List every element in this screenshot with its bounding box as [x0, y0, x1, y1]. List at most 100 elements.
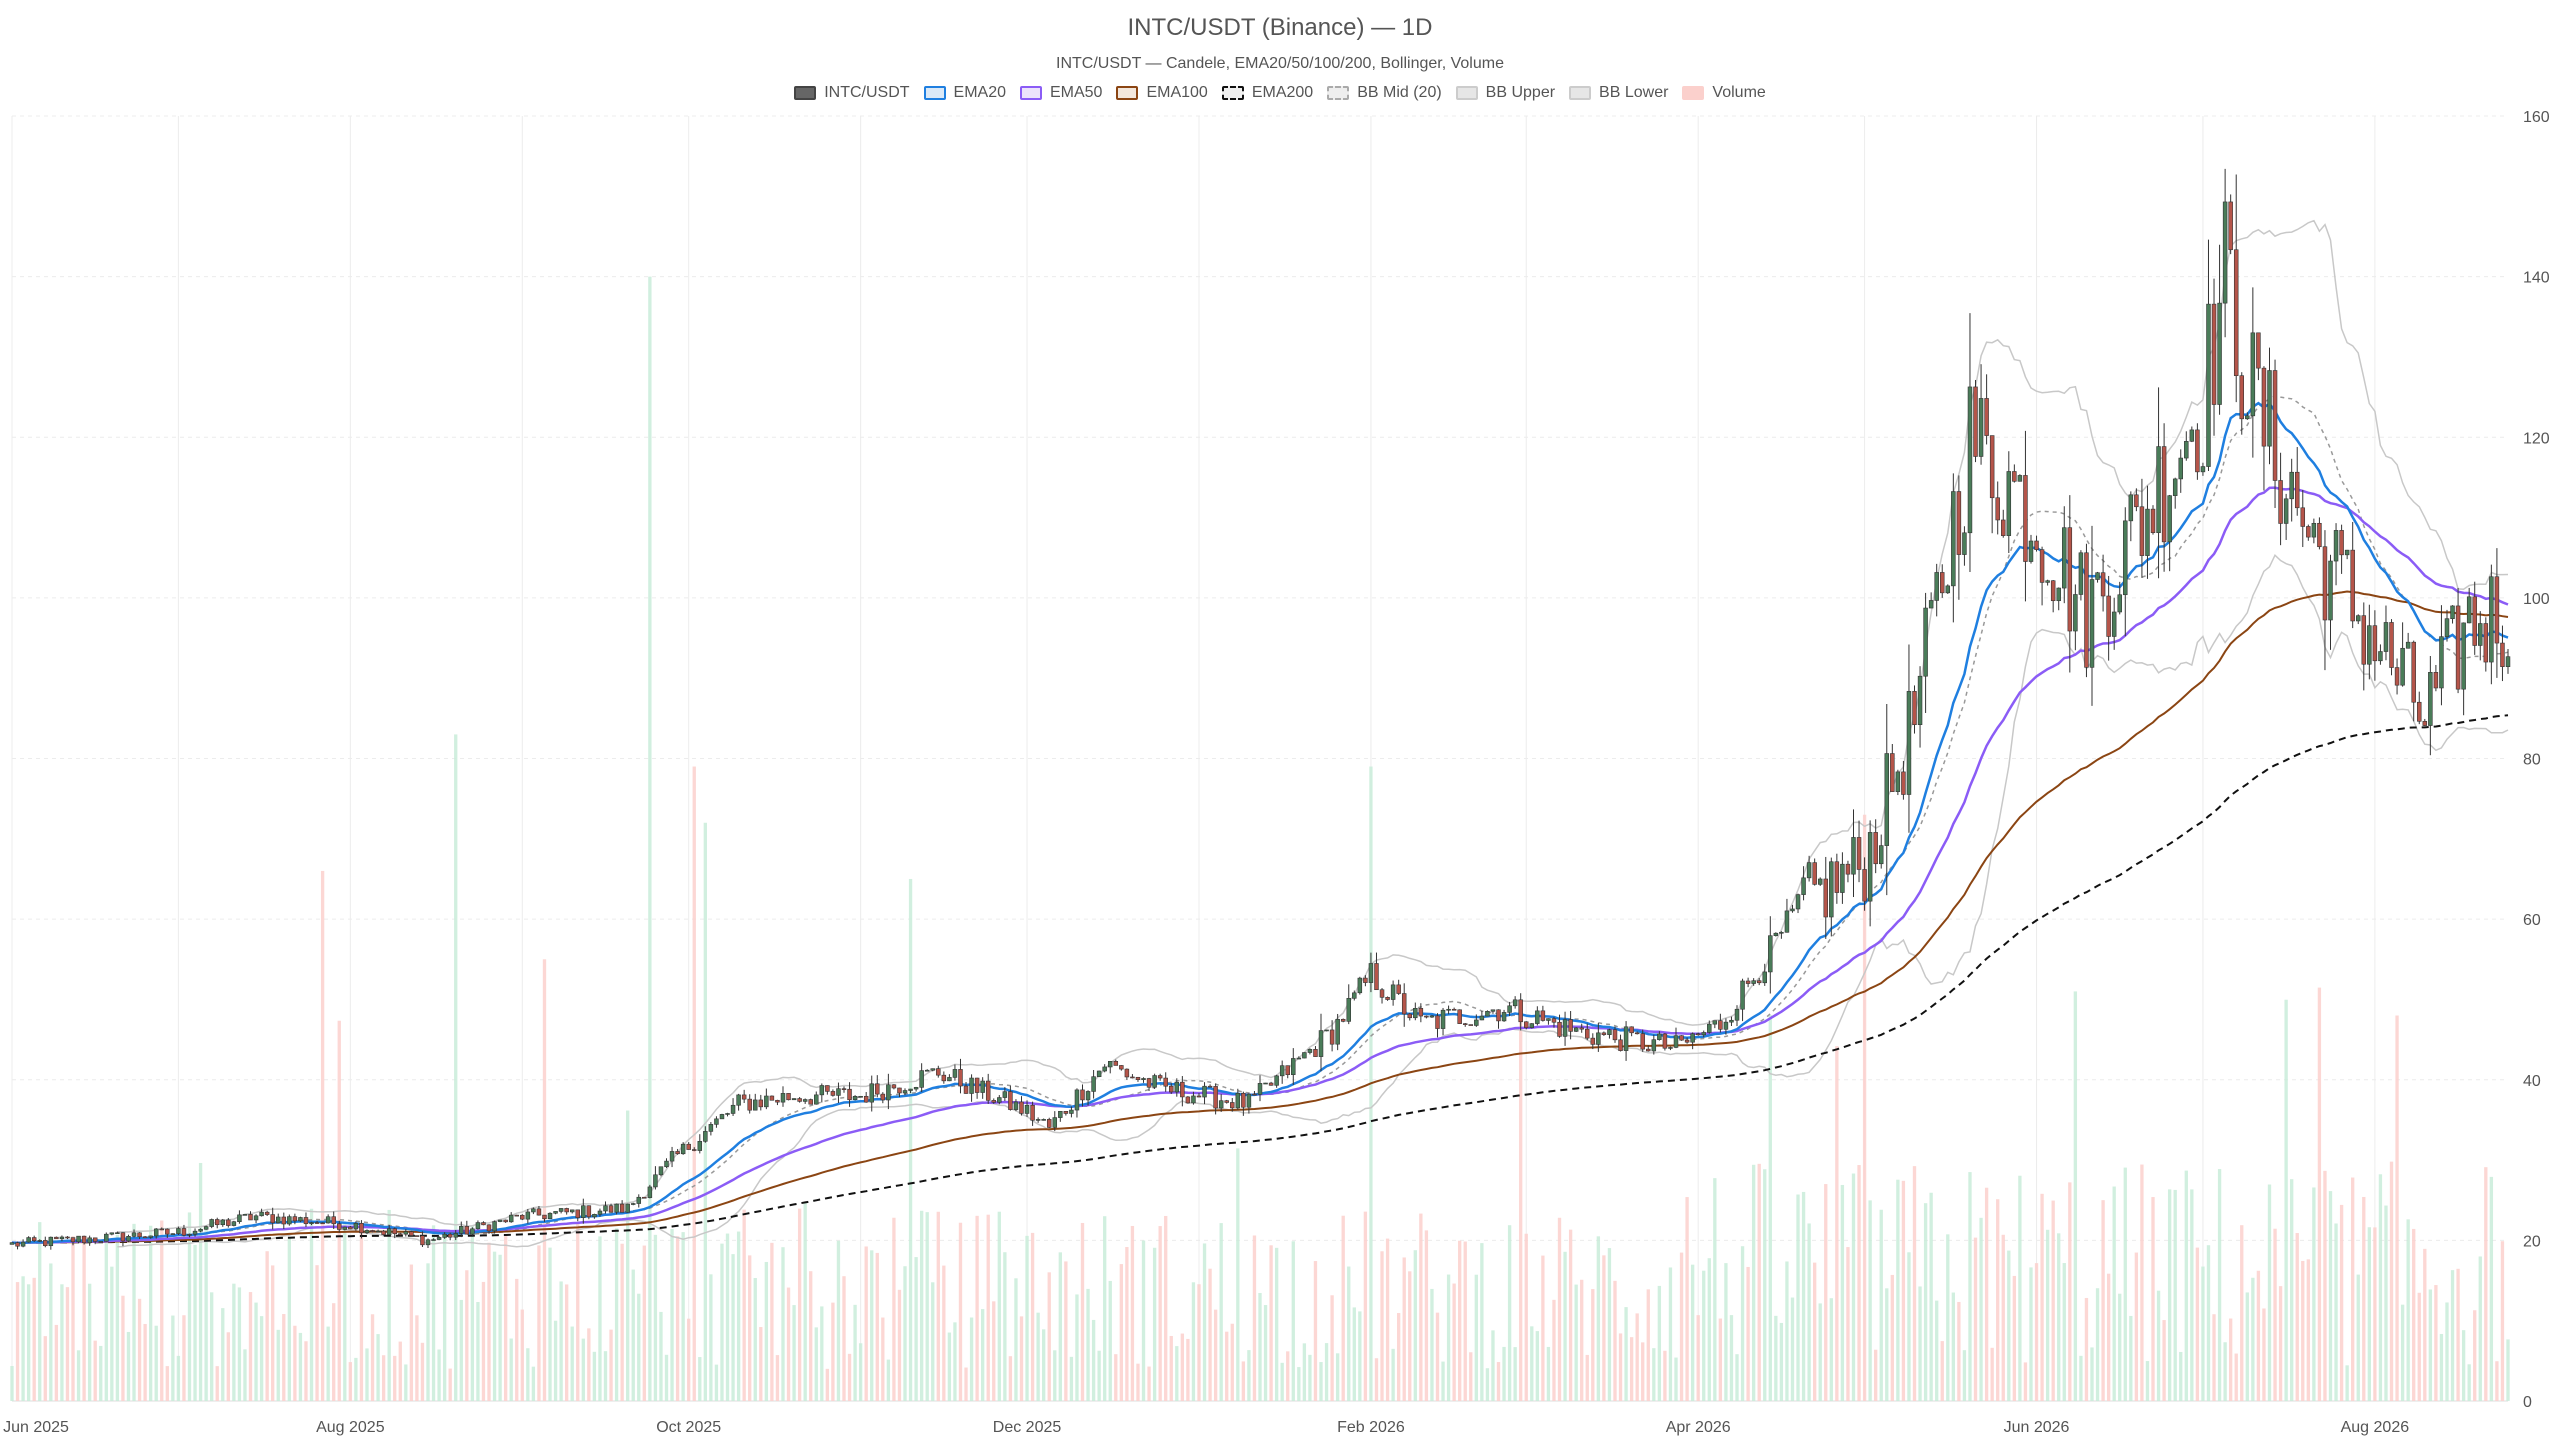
candle-body — [370, 1230, 375, 1232]
volume-bar — [1857, 1165, 1861, 1401]
candle-body — [198, 1228, 203, 1232]
volume-bar — [2212, 1314, 2216, 1401]
volume-bar — [515, 1278, 519, 1401]
volume-bar — [1541, 1255, 1545, 1401]
volume-bar — [1618, 1333, 1623, 1401]
candle-body — [985, 1080, 991, 1101]
x-tick-label: Oct 2025 — [656, 1419, 721, 1436]
volume-bar — [992, 1301, 996, 1401]
volume-bar — [2406, 1219, 2410, 1401]
candle-body — [2045, 580, 2050, 583]
volume-bar — [936, 1211, 940, 1401]
chart-title: INTC/USDT (Binance) — 1D — [1127, 14, 1433, 41]
legend-swatch — [1116, 86, 1139, 100]
volume-bar — [2373, 1227, 2377, 1401]
volume-bar — [1397, 1313, 1401, 1401]
candle-body — [1124, 1068, 1130, 1078]
candle-body — [586, 1205, 592, 1218]
volume-bar — [1829, 1298, 1833, 1401]
volume-bar — [720, 1243, 724, 1401]
candle-body — [2272, 370, 2278, 481]
candle-body — [669, 1151, 675, 1162]
candle-body — [292, 1216, 298, 1222]
volume-bar — [2306, 1259, 2310, 1401]
volume-bar — [171, 1315, 175, 1401]
volume-bar — [670, 1228, 674, 1401]
candle-body — [1107, 1061, 1113, 1068]
volume-bar — [2173, 1189, 2177, 1401]
volume-bar — [370, 1314, 375, 1401]
legend-item[interactable]: EMA20 — [923, 84, 1006, 102]
candle-body — [1152, 1075, 1157, 1088]
volume-bar — [343, 1223, 347, 1401]
volume-bar — [204, 1228, 208, 1401]
legend-item[interactable]: BB Upper — [1455, 84, 1555, 102]
candle-body — [558, 1208, 564, 1212]
candle-body — [1424, 1015, 1429, 1018]
candle-body — [1374, 963, 1379, 991]
candle-body — [142, 1236, 148, 1239]
volume-bar — [298, 1332, 303, 1401]
candle-body — [1779, 931, 1784, 934]
volume-bar — [892, 1217, 896, 1401]
volume-bar — [2223, 1342, 2227, 1401]
legend-item[interactable]: BB Lower — [1569, 84, 1668, 102]
volume-bar — [387, 1209, 391, 1401]
volume-bar — [1175, 1346, 1179, 1401]
candle-body — [242, 1214, 248, 1216]
volume-bar — [149, 1225, 153, 1401]
candle-body — [1956, 491, 1962, 555]
candle-body — [1418, 1008, 1424, 1017]
volume-bar — [2395, 1015, 2399, 1401]
legend-item[interactable]: INTC/USDT — [794, 84, 910, 102]
volume-bar — [714, 1364, 719, 1401]
volume-bar — [2495, 1361, 2499, 1401]
candle-body — [48, 1236, 54, 1247]
volume-bar — [1574, 1284, 1578, 1401]
candle-body — [647, 1186, 653, 1198]
candle-body — [2389, 622, 2394, 668]
volume-bar — [537, 1245, 541, 1401]
candle-body — [2123, 520, 2128, 596]
volume-bar — [2412, 1228, 2416, 1401]
candle-body — [2394, 667, 2400, 686]
candle-body — [2466, 596, 2472, 624]
candle-body — [1751, 980, 1756, 984]
volume-bar — [1302, 1343, 1307, 1401]
candle-body — [1363, 977, 1368, 983]
legend-item[interactable]: BB Mid (20) — [1327, 84, 1442, 102]
volume-bar — [2079, 1355, 2083, 1401]
volume-bar — [2428, 1289, 2433, 1401]
legend-item[interactable]: Volume — [1682, 84, 1766, 102]
candle-body — [436, 1237, 442, 1240]
volume-bar — [1840, 1184, 1845, 1401]
candle-body — [2073, 594, 2078, 632]
volume-bar — [2445, 1302, 2449, 1401]
candle-body — [1762, 971, 1767, 984]
candle-body — [2483, 623, 2489, 663]
candle-body — [836, 1088, 841, 1096]
candle-body — [2167, 495, 2172, 543]
candle-body — [2001, 519, 2006, 536]
ema200-line — [11, 714, 2509, 1244]
volume-bar — [1147, 1366, 1151, 1401]
legend-item[interactable]: EMA200 — [1221, 84, 1313, 102]
candle-body — [92, 1237, 98, 1242]
candle-body — [1518, 999, 1523, 1023]
candle-body — [2161, 446, 2167, 543]
candle-body — [2500, 642, 2505, 667]
legend-item[interactable]: EMA50 — [1019, 84, 1102, 102]
legend-label: EMA100 — [1146, 84, 1208, 101]
candle-body — [1501, 1012, 1507, 1022]
legend-item[interactable]: EMA100 — [1116, 84, 1208, 102]
candle-body — [1951, 491, 1956, 587]
candle-body — [691, 1149, 697, 1151]
volume-bar — [187, 1212, 192, 1401]
candle-body — [2411, 641, 2416, 703]
volume-bar — [2234, 1353, 2238, 1401]
volume-bar — [1757, 1163, 1761, 1401]
volume-bar — [659, 1311, 663, 1401]
volume-bar — [110, 1266, 114, 1401]
candle-body — [1995, 497, 2000, 521]
volume-bar — [2367, 1227, 2371, 1401]
